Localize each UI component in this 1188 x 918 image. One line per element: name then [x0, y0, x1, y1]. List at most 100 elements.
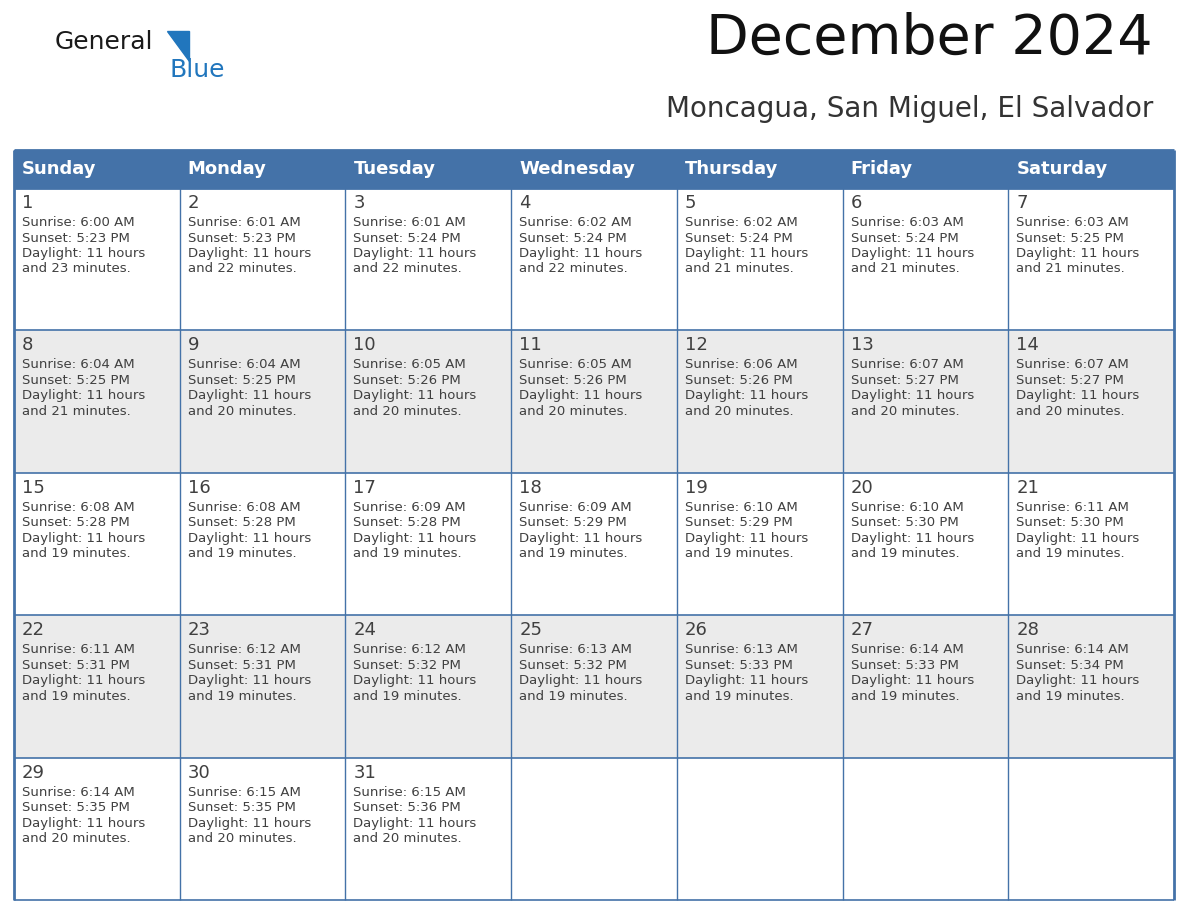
Text: Sunrise: 6:01 AM: Sunrise: 6:01 AM	[353, 216, 466, 229]
Text: Sunset: 5:27 PM: Sunset: 5:27 PM	[1016, 374, 1124, 386]
Text: and 20 minutes.: and 20 minutes.	[353, 405, 462, 418]
Text: 5: 5	[684, 194, 696, 212]
Text: Sunset: 5:25 PM: Sunset: 5:25 PM	[1016, 231, 1124, 244]
Text: Sunset: 5:31 PM: Sunset: 5:31 PM	[188, 659, 296, 672]
Text: Daylight: 11 hours: Daylight: 11 hours	[519, 389, 643, 402]
Text: Daylight: 11 hours: Daylight: 11 hours	[684, 532, 808, 544]
Text: Daylight: 11 hours: Daylight: 11 hours	[519, 247, 643, 260]
Text: Sunset: 5:34 PM: Sunset: 5:34 PM	[1016, 659, 1124, 672]
Text: Sunrise: 6:02 AM: Sunrise: 6:02 AM	[519, 216, 632, 229]
Text: Daylight: 11 hours: Daylight: 11 hours	[519, 674, 643, 688]
Text: and 19 minutes.: and 19 minutes.	[1016, 689, 1125, 702]
Text: Sunrise: 6:04 AM: Sunrise: 6:04 AM	[188, 358, 301, 372]
Text: Sunset: 5:23 PM: Sunset: 5:23 PM	[23, 231, 129, 244]
Text: Sunrise: 6:09 AM: Sunrise: 6:09 AM	[353, 501, 466, 514]
Bar	[14, 150, 1174, 188]
Text: 20: 20	[851, 479, 873, 497]
Text: Daylight: 11 hours: Daylight: 11 hours	[353, 674, 476, 688]
Text: Daylight: 11 hours: Daylight: 11 hours	[353, 817, 476, 830]
Text: Sunrise: 6:04 AM: Sunrise: 6:04 AM	[23, 358, 134, 372]
Text: and 19 minutes.: and 19 minutes.	[353, 547, 462, 560]
Text: Daylight: 11 hours: Daylight: 11 hours	[23, 389, 145, 402]
Bar	[14, 330, 1174, 473]
Text: Sunrise: 6:08 AM: Sunrise: 6:08 AM	[23, 501, 134, 514]
Text: 6: 6	[851, 194, 862, 212]
Text: Sunset: 5:30 PM: Sunset: 5:30 PM	[851, 516, 959, 530]
Text: Sunset: 5:26 PM: Sunset: 5:26 PM	[684, 374, 792, 386]
Text: Daylight: 11 hours: Daylight: 11 hours	[1016, 532, 1139, 544]
Bar	[14, 473, 1174, 615]
Text: 23: 23	[188, 621, 210, 639]
Text: 21: 21	[1016, 479, 1040, 497]
Text: Sunrise: 6:15 AM: Sunrise: 6:15 AM	[188, 786, 301, 799]
Text: Sunrise: 6:03 AM: Sunrise: 6:03 AM	[851, 216, 963, 229]
Text: Sunrise: 6:05 AM: Sunrise: 6:05 AM	[519, 358, 632, 372]
Text: Daylight: 11 hours: Daylight: 11 hours	[188, 247, 311, 260]
Text: Daylight: 11 hours: Daylight: 11 hours	[1016, 674, 1139, 688]
Text: Sunset: 5:29 PM: Sunset: 5:29 PM	[684, 516, 792, 530]
Text: 2: 2	[188, 194, 200, 212]
Text: and 19 minutes.: and 19 minutes.	[188, 547, 296, 560]
Text: General: General	[55, 30, 153, 54]
Text: Sunrise: 6:10 AM: Sunrise: 6:10 AM	[851, 501, 963, 514]
Text: and 20 minutes.: and 20 minutes.	[851, 405, 959, 418]
Text: 24: 24	[353, 621, 377, 639]
Text: Sunset: 5:35 PM: Sunset: 5:35 PM	[188, 801, 296, 814]
Text: and 21 minutes.: and 21 minutes.	[1016, 263, 1125, 275]
Text: Sunset: 5:26 PM: Sunset: 5:26 PM	[519, 374, 627, 386]
Text: Sunset: 5:36 PM: Sunset: 5:36 PM	[353, 801, 461, 814]
Text: 14: 14	[1016, 336, 1040, 354]
Text: 28: 28	[1016, 621, 1040, 639]
Text: Daylight: 11 hours: Daylight: 11 hours	[188, 532, 311, 544]
Text: Sunrise: 6:03 AM: Sunrise: 6:03 AM	[1016, 216, 1129, 229]
Text: Daylight: 11 hours: Daylight: 11 hours	[23, 532, 145, 544]
Text: Sunset: 5:26 PM: Sunset: 5:26 PM	[353, 374, 461, 386]
Text: Daylight: 11 hours: Daylight: 11 hours	[188, 817, 311, 830]
Text: Wednesday: Wednesday	[519, 160, 636, 178]
Text: 22: 22	[23, 621, 45, 639]
Text: and 19 minutes.: and 19 minutes.	[851, 547, 959, 560]
Text: 1: 1	[23, 194, 33, 212]
Text: Daylight: 11 hours: Daylight: 11 hours	[188, 389, 311, 402]
Text: 11: 11	[519, 336, 542, 354]
Text: Sunrise: 6:14 AM: Sunrise: 6:14 AM	[23, 786, 134, 799]
Text: Sunset: 5:24 PM: Sunset: 5:24 PM	[851, 231, 959, 244]
Text: Sunset: 5:24 PM: Sunset: 5:24 PM	[353, 231, 461, 244]
Text: Sunrise: 6:14 AM: Sunrise: 6:14 AM	[851, 644, 963, 656]
Text: Tuesday: Tuesday	[353, 160, 436, 178]
Text: and 20 minutes.: and 20 minutes.	[23, 832, 131, 845]
Text: 31: 31	[353, 764, 377, 781]
Text: Blue: Blue	[170, 58, 226, 82]
Text: Sunrise: 6:09 AM: Sunrise: 6:09 AM	[519, 501, 632, 514]
Text: Sunset: 5:28 PM: Sunset: 5:28 PM	[353, 516, 461, 530]
Text: 13: 13	[851, 336, 873, 354]
Text: and 20 minutes.: and 20 minutes.	[188, 832, 296, 845]
Text: Sunset: 5:31 PM: Sunset: 5:31 PM	[23, 659, 129, 672]
Text: and 19 minutes.: and 19 minutes.	[519, 547, 627, 560]
Text: Sunset: 5:24 PM: Sunset: 5:24 PM	[684, 231, 792, 244]
Text: December 2024: December 2024	[707, 12, 1154, 66]
Text: and 19 minutes.: and 19 minutes.	[684, 689, 794, 702]
Bar	[14, 615, 1174, 757]
Text: Sunrise: 6:14 AM: Sunrise: 6:14 AM	[1016, 644, 1129, 656]
Text: Sunrise: 6:00 AM: Sunrise: 6:00 AM	[23, 216, 134, 229]
Text: and 19 minutes.: and 19 minutes.	[23, 547, 131, 560]
Text: Daylight: 11 hours: Daylight: 11 hours	[353, 247, 476, 260]
Text: Sunrise: 6:12 AM: Sunrise: 6:12 AM	[188, 644, 301, 656]
Text: and 19 minutes.: and 19 minutes.	[851, 689, 959, 702]
Text: Sunrise: 6:12 AM: Sunrise: 6:12 AM	[353, 644, 467, 656]
Text: 15: 15	[23, 479, 45, 497]
Text: 29: 29	[23, 764, 45, 781]
Text: 4: 4	[519, 194, 531, 212]
Text: Daylight: 11 hours: Daylight: 11 hours	[1016, 247, 1139, 260]
Text: 25: 25	[519, 621, 542, 639]
Text: and 22 minutes.: and 22 minutes.	[188, 263, 297, 275]
Text: 17: 17	[353, 479, 377, 497]
Text: 3: 3	[353, 194, 365, 212]
Text: Daylight: 11 hours: Daylight: 11 hours	[23, 247, 145, 260]
Text: and 21 minutes.: and 21 minutes.	[23, 405, 131, 418]
Text: Sunset: 5:30 PM: Sunset: 5:30 PM	[1016, 516, 1124, 530]
Text: Daylight: 11 hours: Daylight: 11 hours	[684, 247, 808, 260]
Text: Daylight: 11 hours: Daylight: 11 hours	[519, 532, 643, 544]
Text: Monday: Monday	[188, 160, 266, 178]
